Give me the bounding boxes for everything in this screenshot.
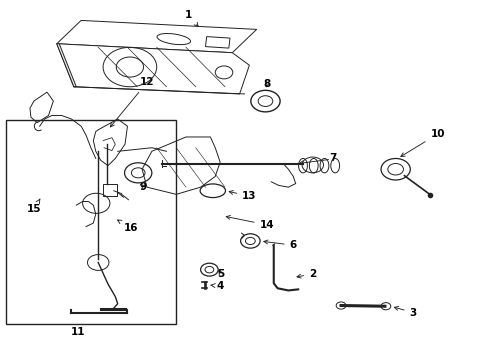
Polygon shape xyxy=(57,44,249,94)
Text: 6: 6 xyxy=(264,240,296,250)
Text: 2: 2 xyxy=(296,269,316,279)
Text: 13: 13 xyxy=(229,190,256,201)
Text: 11: 11 xyxy=(70,327,85,337)
Text: 9: 9 xyxy=(139,182,146,192)
Text: 15: 15 xyxy=(26,199,41,215)
Text: 5: 5 xyxy=(217,269,224,279)
Text: 7: 7 xyxy=(329,153,336,163)
Text: 8: 8 xyxy=(263,79,270,89)
Text: 16: 16 xyxy=(118,220,138,233)
Text: 10: 10 xyxy=(400,129,444,157)
Polygon shape xyxy=(57,21,256,53)
Polygon shape xyxy=(57,44,76,87)
Text: 3: 3 xyxy=(394,306,416,318)
Text: 1: 1 xyxy=(184,10,198,27)
Text: 14: 14 xyxy=(226,216,274,230)
Polygon shape xyxy=(93,119,127,166)
Bar xyxy=(5,120,176,324)
Bar xyxy=(205,37,229,48)
Text: 12: 12 xyxy=(110,77,154,127)
Text: 4: 4 xyxy=(210,281,224,291)
Polygon shape xyxy=(142,137,220,194)
Bar xyxy=(103,184,117,196)
Polygon shape xyxy=(30,92,53,123)
